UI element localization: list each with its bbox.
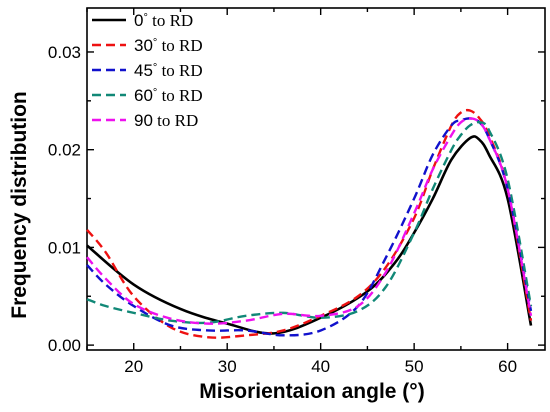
legend-label-0: 0° to RD [134, 11, 193, 30]
legend: 0° to RD 30° to RD 45° to RD 60° to RD 90 to… [92, 11, 203, 130]
series-line-3 [86, 120, 533, 325]
legend-label-2: 45° to RD [134, 61, 203, 80]
series-line-0 [86, 135, 533, 335]
series-layer [86, 108, 533, 339]
x-tick-label: 30 [218, 357, 237, 376]
x-tick-label: 20 [124, 357, 143, 376]
x-tick-label: 50 [405, 357, 424, 376]
legend-label-4: 90 to RD [134, 111, 198, 130]
legend-label-1: 30° to RD [134, 36, 203, 55]
plot-frame [86, 7, 546, 351]
y-tick-label: 0.00 [48, 336, 81, 355]
y-axis-title: Frequency distribution [8, 91, 31, 319]
plot-axes: 20 30 40 50 60 0.00 0.01 0.02 0.03 [48, 7, 546, 376]
y-tick-label: 0.03 [48, 43, 81, 62]
series-line-4 [86, 117, 533, 325]
legend-label-3: 60° to RD [134, 86, 203, 105]
y-tick-label: 0.01 [48, 238, 81, 257]
x-axis-title: Misorientaion angle (°) [199, 380, 424, 403]
x-tick-label: 60 [498, 357, 517, 376]
x-tick-label: 40 [311, 357, 330, 376]
y-tick-label: 0.02 [48, 141, 81, 160]
series-line-2 [86, 117, 533, 337]
